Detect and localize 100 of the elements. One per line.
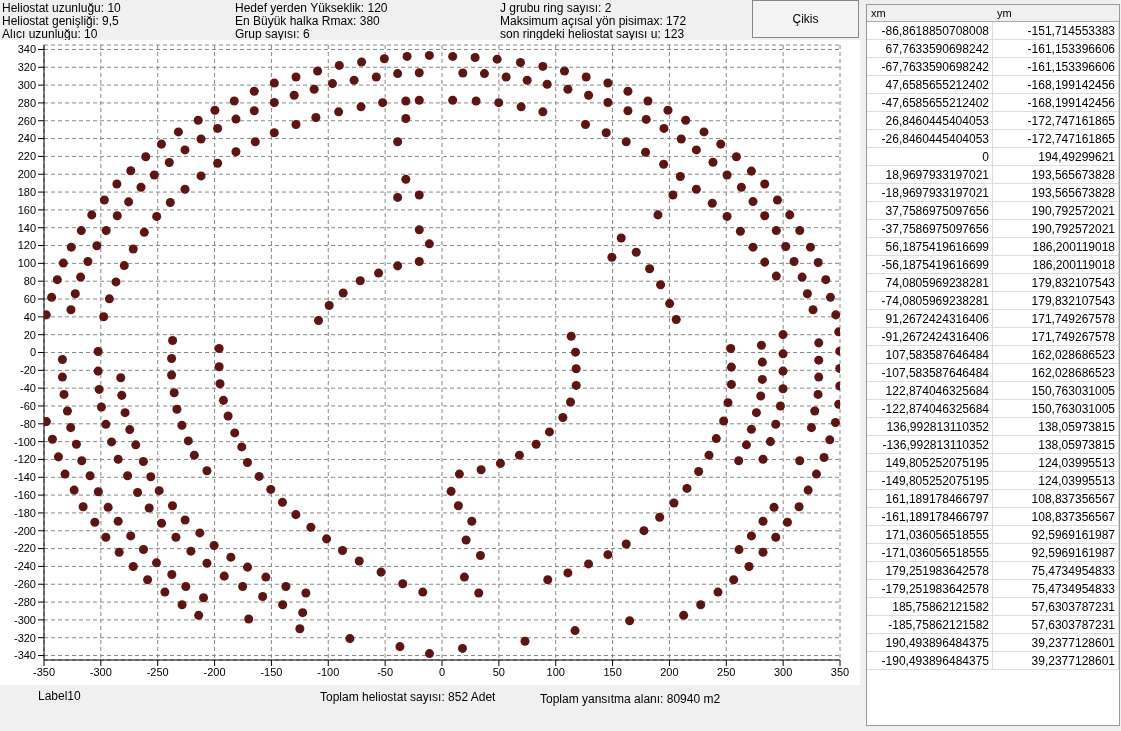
y-tick-label: 120 <box>17 239 36 252</box>
y-tick-label: -140 <box>13 471 36 484</box>
text: Label10 <box>38 689 81 703</box>
y-tick-label: -80 <box>20 417 36 430</box>
text: -185,75862121582 <box>867 616 993 634</box>
text: 107,583587646484 <box>867 346 993 364</box>
x-tick-label: -350 <box>32 665 56 678</box>
text: 124,03995513 <box>993 472 1119 490</box>
text: 179,832107543 <box>993 274 1119 292</box>
text: Heliostat genişliği: 9,5 <box>2 14 119 28</box>
text: 179,251983642578 <box>867 562 993 580</box>
x-tick-label: -200 <box>203 665 226 678</box>
y-tick-label: -180 <box>13 506 36 519</box>
y-tick-label: -20 <box>20 364 36 377</box>
text: J grubu ring sayısı: 2 <box>500 1 612 15</box>
text: son ringdeki heliostat sayısı u: 123 <box>500 27 685 41</box>
y-tick-label: -220 <box>13 542 36 555</box>
y-tick-label: -60 <box>20 399 36 412</box>
text: 47,6585655212402 <box>867 76 993 94</box>
text: -172,747161865 <box>993 130 1119 148</box>
text: En Büyük halka Rmax: 380 <box>235 14 380 28</box>
text: 57,6303787231 <box>993 616 1119 634</box>
text: -47,6585655212402 <box>867 94 993 112</box>
y-tick-label: -240 <box>13 560 36 573</box>
text: -171,036056518555 <box>867 544 993 562</box>
text: 39,2377128601 <box>993 652 1119 670</box>
text: 92,5969161987 <box>993 526 1119 544</box>
text: 124,03995513 <box>993 454 1119 472</box>
text: Hedef yerden Yükseklik: 120 <box>235 1 388 15</box>
x-tick-label: -300 <box>89 665 112 678</box>
text: 18,9697933197021 <box>867 166 993 184</box>
text: -26,8460445404053 <box>867 130 993 148</box>
y-tick-label: 100 <box>17 257 36 270</box>
text: 149,805252075195 <box>867 454 993 472</box>
text: 190,792572021 <box>993 202 1119 220</box>
y-tick-label: 80 <box>23 275 36 288</box>
text: 39,2377128601 <box>993 634 1119 652</box>
text: 74,0805969238281 <box>867 274 993 292</box>
text: 75,4734954833 <box>993 580 1119 598</box>
text: -56,1875419616699 <box>867 256 993 274</box>
text: 190,792572021 <box>993 220 1119 238</box>
text: 162,028686523 <box>993 346 1119 364</box>
text: 138,05973815 <box>993 418 1119 436</box>
y-tick-label: -200 <box>13 524 36 537</box>
y-tick-label: 40 <box>23 310 36 323</box>
text: 138,05973815 <box>993 436 1119 454</box>
text: Toplam yansıtma alanı: 80940 m2 <box>540 692 721 706</box>
y-tick-label: 240 <box>17 132 36 145</box>
text: -149,805252075195 <box>867 472 993 490</box>
y-tick-label: 20 <box>23 328 36 341</box>
text: 150,763031005 <box>993 382 1119 400</box>
y-tick-label: 300 <box>17 79 36 92</box>
text: 194,49299621 <box>993 148 1119 166</box>
text: -122,874046325684 <box>867 400 993 418</box>
category-label: xm <box>870 6 887 21</box>
y-tick-label: -280 <box>13 595 36 608</box>
x-tick-label: 300 <box>773 665 793 678</box>
x-tick-label: -250 <box>146 665 169 678</box>
y-tick-label: 200 <box>17 168 36 181</box>
text: 37,7586975097656 <box>867 202 993 220</box>
x-tick-label: 150 <box>603 665 622 678</box>
y-tick-label: 180 <box>17 185 36 198</box>
text: 186,200119018 <box>993 238 1119 256</box>
text: -151,714553383 <box>993 22 1119 40</box>
x-tick-label: 0 <box>438 665 446 678</box>
text: 75,4734954833 <box>993 562 1119 580</box>
y-tick-label: 320 <box>17 61 36 74</box>
text: 150,763031005 <box>993 400 1119 418</box>
text: -161,153396606 <box>993 40 1119 58</box>
x-tick-label: -100 <box>317 665 340 678</box>
text: -190,493896484375 <box>867 652 993 670</box>
text: -179,251983642578 <box>867 580 993 598</box>
y-tick-label: -40 <box>20 382 36 395</box>
y-tick-label: 60 <box>23 292 36 305</box>
text: 67,7633590698242 <box>867 40 993 58</box>
text: 162,028686523 <box>993 364 1119 382</box>
text: -37,7586975097656 <box>867 220 993 238</box>
text: 57,6303787231 <box>993 598 1119 616</box>
y-tick-label: -100 <box>13 435 36 448</box>
text: 136,992813110352 <box>867 418 993 436</box>
text: 171,036056518555 <box>867 526 993 544</box>
y-tick-label: -160 <box>13 489 36 502</box>
text: 108,837356567 <box>993 490 1119 508</box>
text: -161,189178466797 <box>867 508 993 526</box>
y-tick-label: 160 <box>17 203 36 216</box>
text: 179,832107543 <box>993 292 1119 310</box>
text: 193,565673828 <box>993 166 1119 184</box>
text: Alıcı uzunluğu: 10 <box>2 27 98 41</box>
text: 0 <box>867 148 993 166</box>
text: 56,1875419616699 <box>867 238 993 256</box>
text: -18,9697933197021 <box>867 184 993 202</box>
text: -91,2672424316406 <box>867 328 993 346</box>
text: -168,199142456 <box>993 76 1119 94</box>
text: Heliostat uzunluğu: 10 <box>2 1 121 15</box>
text: Çikis <box>752 0 859 38</box>
text: 91,2672424316406 <box>867 310 993 328</box>
y-tick-label: -320 <box>13 631 36 644</box>
text: Grup sayısı: 6 <box>235 27 310 41</box>
text: 171,749267578 <box>993 310 1119 328</box>
y-tick-label: -260 <box>13 578 36 591</box>
